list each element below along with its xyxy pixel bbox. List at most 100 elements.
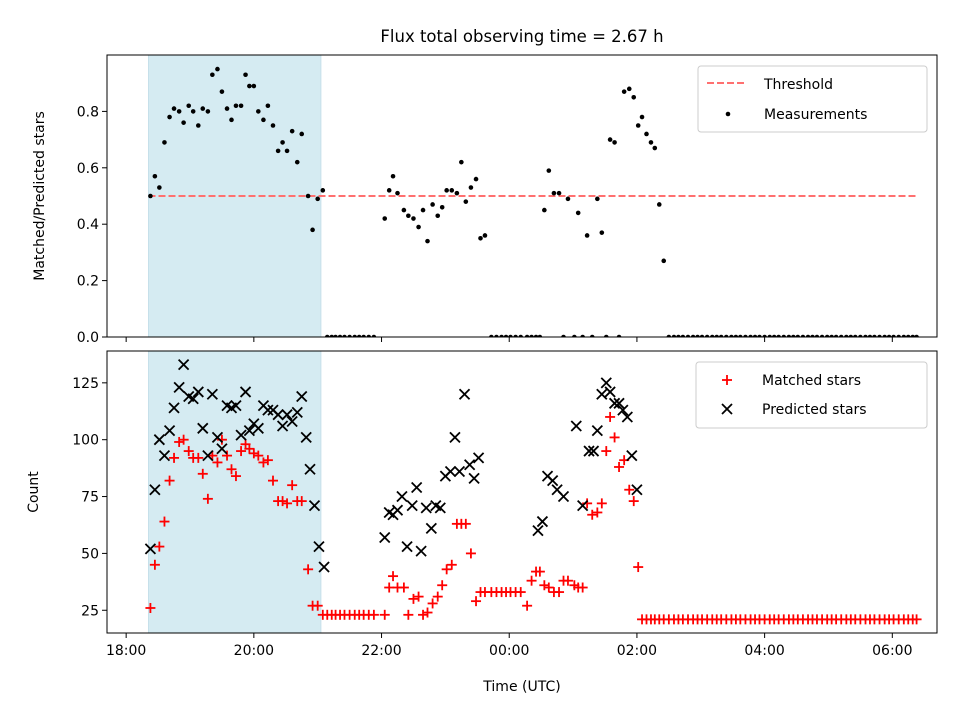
matched-star-point [614, 461, 625, 472]
measurement-point [508, 334, 513, 337]
measurement-point [910, 334, 916, 337]
measurement-point [406, 213, 411, 219]
matched-star-point [154, 541, 165, 552]
predicted-star-point [308, 500, 321, 512]
matched-star-point [145, 602, 156, 613]
measurement-point [858, 334, 863, 337]
matched-star-point [178, 434, 189, 445]
predicted-star-point [406, 500, 418, 512]
measurement-point [401, 207, 407, 213]
measurement-point [699, 334, 705, 337]
measurement-point [733, 334, 739, 337]
matched-star-point [554, 587, 565, 598]
measurement-point [315, 196, 320, 202]
measurement-point [289, 128, 295, 134]
count-legend: Matched stars Predicted stars [695, 361, 928, 429]
measurement-point [748, 334, 753, 337]
matched-star-point [388, 571, 399, 582]
legend-x-marker [721, 403, 733, 415]
matched-star-point [282, 498, 293, 509]
measurement-point [757, 334, 762, 337]
predicted-star-point [230, 399, 242, 412]
predicted-star-point [187, 393, 199, 405]
measurement-point [767, 334, 773, 337]
measurement-point [305, 193, 311, 199]
matched-star-point [296, 496, 307, 507]
measurement-point [356, 334, 362, 337]
matched-star-point [605, 411, 616, 422]
matched-star-point [268, 475, 278, 486]
measurement-point [181, 120, 186, 125]
matched-star-point [628, 496, 639, 507]
measurement-point [603, 334, 609, 337]
measurement-point [616, 334, 622, 337]
measurement-point [489, 334, 494, 337]
y-tick-label: 25 [81, 603, 99, 619]
predicted-star-point [608, 397, 621, 409]
measurement-point [210, 72, 215, 78]
predicted-star-point [144, 543, 157, 555]
measurement-point [324, 334, 330, 337]
predicted-star-point [197, 422, 209, 434]
matched-star-point [193, 452, 204, 463]
measurement-point [621, 89, 627, 94]
measurement-point [420, 207, 426, 213]
predicted-star-point [420, 502, 432, 514]
measurement-point [612, 140, 617, 145]
measurement-point [852, 334, 858, 337]
predicted-star-point [243, 424, 256, 437]
measurement-point [416, 224, 421, 230]
y-tick-label: 0.0 [77, 330, 99, 346]
measurement-point [200, 106, 206, 111]
measurement-point [776, 334, 781, 337]
measurement-point [196, 123, 201, 128]
legend-threshold-label: Threshold [763, 77, 833, 93]
measurement-point [537, 334, 543, 337]
predicted-star-point [617, 404, 629, 416]
measurement-point [459, 159, 464, 165]
measurement-point [449, 188, 455, 193]
y-tick-label: 125 [72, 376, 99, 392]
measurement-point [352, 334, 358, 337]
measurement-point [411, 216, 416, 221]
matched-star-point [471, 596, 482, 607]
measurement-point [171, 106, 177, 111]
measurement-point [833, 334, 839, 337]
predicted-star-point [587, 445, 600, 457]
measurement-point [337, 334, 343, 337]
measurement-point [265, 103, 271, 109]
predicted-star-point [444, 465, 457, 478]
measurement-point [863, 334, 868, 337]
measurement-point [914, 334, 919, 337]
predicted-star-point [411, 481, 423, 494]
legend-matched-swatch [722, 375, 732, 385]
predicted-star-point [296, 390, 308, 403]
measurement-point [819, 334, 825, 337]
measurement-point [838, 334, 844, 337]
measurement-point [162, 140, 167, 145]
measurement-point [205, 109, 211, 114]
measurement-point [635, 123, 641, 128]
matched-star-point [609, 432, 620, 443]
predicted-star-point [158, 449, 171, 462]
matched-star-point [258, 457, 269, 468]
matched-star-point [911, 614, 922, 625]
matched-star-point [159, 516, 170, 527]
measurement-point [791, 334, 796, 337]
measurement-point [676, 334, 681, 337]
measurement-point [752, 334, 758, 337]
legend-predicted-label: Predicted stars [762, 402, 867, 418]
measurement-point [425, 238, 430, 244]
x-axis-label: Time (UTC) [482, 679, 560, 695]
predicted-star-point [458, 388, 471, 400]
measurement-point [256, 109, 261, 114]
matched-star-point [437, 580, 448, 591]
predicted-star-point [401, 540, 413, 553]
measurement-point [565, 196, 571, 202]
measurement-point [238, 103, 244, 109]
predicted-star-point [596, 388, 608, 400]
legend-measurements-swatch [725, 111, 731, 117]
measurement-point [190, 109, 196, 114]
predicted-star-point [591, 424, 603, 437]
